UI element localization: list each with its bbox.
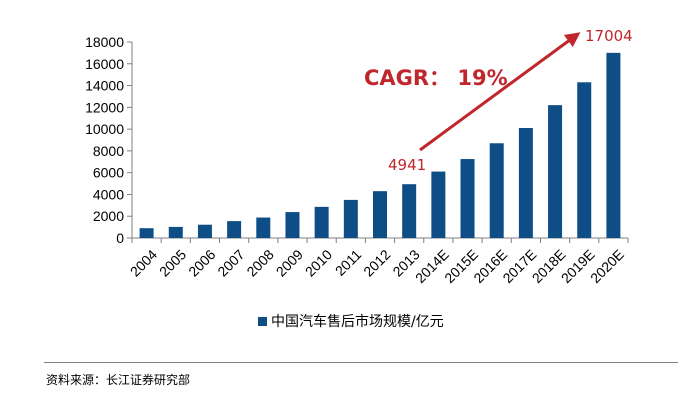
y-tick-label: 4000 [93, 186, 124, 202]
cagr-arrow [419, 32, 581, 152]
y-axis: 0 2000 4000 6000 8000 10000 12000 14000 16000 180… [85, 34, 133, 246]
y-tick-label: 16000 [85, 56, 124, 72]
x-tick-label: 2006 [185, 246, 218, 279]
bar-2019E [577, 82, 592, 239]
y-tick-label: 12000 [85, 99, 124, 115]
y-tick-label: 14000 [85, 78, 124, 94]
bar-2009 [285, 212, 300, 238]
bars [139, 52, 621, 239]
bar-2008 [256, 217, 271, 238]
legend-label: 中国汽车售后市场规模/亿元 [271, 314, 444, 330]
x-tick-label: 2020E [587, 246, 627, 286]
end-value-label: 17004 [585, 27, 633, 45]
bar-2005 [168, 226, 183, 238]
cagr-label: CAGR： 19% [364, 66, 508, 90]
x-tick-label: 2009 [273, 246, 306, 279]
bar-2014E [431, 171, 446, 238]
y-tick-label: 2000 [93, 208, 124, 224]
bar-2011 [343, 199, 358, 238]
source-note: 资料来源：长江证券研究部 [46, 373, 191, 387]
bar-2015E [460, 159, 475, 238]
bar-2018E [548, 105, 563, 239]
y-tick-label: 10000 [85, 121, 124, 137]
x-tick-label: 2011 [332, 246, 365, 279]
legend-swatch [258, 316, 267, 326]
x-axis: 2004200520062007200820092010201120122013… [127, 237, 629, 286]
x-tick-label: 2008 [243, 246, 276, 279]
x-tick-label: 2007 [214, 246, 247, 279]
bar-2012 [373, 191, 387, 238]
bar-2004 [139, 228, 154, 238]
bar-2013 [402, 184, 417, 238]
x-tick-label: 2005 [156, 246, 189, 279]
bar-2010 [314, 206, 329, 238]
bar-2006 [197, 224, 212, 238]
y-tick-label: 6000 [93, 165, 124, 181]
annotations: 4941 17004 CAGR： 19% [364, 27, 633, 174]
divider [44, 362, 678, 363]
bar-2020E [606, 52, 621, 238]
y-tick-label: 18000 [85, 34, 124, 50]
y-tick-label: 8000 [93, 143, 124, 159]
x-tick-label: 2004 [127, 246, 160, 279]
x-tick-label: 2012 [360, 246, 393, 279]
bar-2016E [489, 143, 504, 238]
bar-2017E [518, 128, 533, 238]
x-tick-label: 2010 [302, 246, 335, 279]
bar-2007 [227, 221, 242, 238]
legend: 中国汽车售后市场规模/亿元 [258, 311, 444, 331]
y-tick-label: 0 [116, 230, 124, 246]
start-value-label: 4941 [388, 156, 426, 174]
